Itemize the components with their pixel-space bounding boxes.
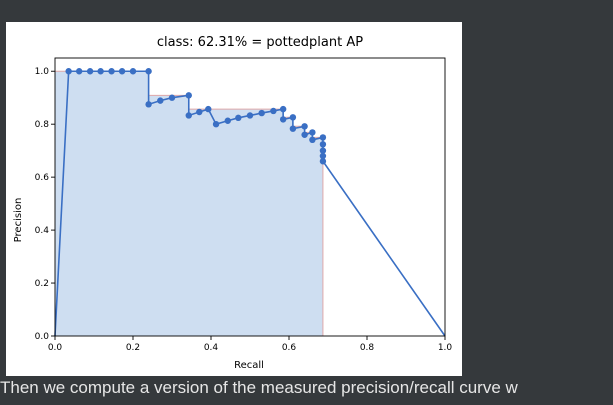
pr-curve-point xyxy=(301,131,308,138)
curve-layer xyxy=(54,68,446,337)
pr-curve-point xyxy=(129,68,137,75)
pr-curve-point xyxy=(319,147,327,154)
pr-curve-point xyxy=(279,105,287,113)
y-tick-label: 0.4 xyxy=(35,226,50,236)
pr-curve-point xyxy=(196,108,203,116)
pr-curve-point xyxy=(145,68,152,75)
pr-curve-point xyxy=(289,114,297,121)
ap-area-fill xyxy=(55,71,323,336)
x-tick-label: 0.6 xyxy=(282,343,297,353)
pr-curve-point xyxy=(145,101,152,108)
pr-curve-point xyxy=(289,125,297,132)
y-axis-label: Precision xyxy=(13,198,24,243)
pr-chart-figure: class: 62.31% = pottedplant AP 0.0 0.2 0.4… xyxy=(6,22,462,376)
pr-curve-point xyxy=(157,97,164,104)
pr-curve-point xyxy=(75,68,83,75)
pr-curve-point xyxy=(97,68,104,75)
pr-curve-point xyxy=(118,68,126,75)
pr-curve-point xyxy=(279,116,287,123)
axes-layer: 0.0 0.2 0.4 0.6 0.8 1.0 0.0 0.2 0.4 0.6 0.8 1.0 xyxy=(35,57,453,353)
pr-curve-point xyxy=(185,112,192,119)
axes-frame xyxy=(54,57,446,337)
pr-curve-point xyxy=(65,68,72,75)
x-tick-label: 0.2 xyxy=(126,343,140,353)
x-tick-label: 1.0 xyxy=(438,343,453,353)
pr-curve-point xyxy=(319,134,327,141)
chart-title: class: 62.31% = pottedplant AP xyxy=(157,35,363,50)
pr-curve-point xyxy=(205,105,212,113)
pr-curve-point xyxy=(224,117,231,124)
x-tick-label: 0.0 xyxy=(48,343,63,353)
y-tick-label: 1.0 xyxy=(35,67,50,77)
pr-curve-point xyxy=(212,120,220,128)
pr-curve-point xyxy=(319,141,327,148)
pr-curve-point xyxy=(86,68,94,75)
x-tick-label: 0.8 xyxy=(360,343,375,353)
pr-curve-point xyxy=(168,94,176,101)
pr-curve-point xyxy=(319,158,327,165)
pr-curve-point xyxy=(258,109,265,117)
y-tick-label: 0.0 xyxy=(35,332,50,342)
x-tick-label: 0.4 xyxy=(204,343,219,353)
pr-curve-point xyxy=(301,123,308,130)
x-axis-label: Recall xyxy=(234,360,264,371)
pr-curve-point xyxy=(309,136,316,144)
pr-curve-point xyxy=(270,107,277,115)
pr-curve-point xyxy=(185,92,192,99)
pr-chart: class: 62.31% = pottedplant AP 0.0 0.2 0.4… xyxy=(13,35,453,371)
y-tick-label: 0.8 xyxy=(35,120,50,130)
y-tick-label: 0.6 xyxy=(35,173,50,183)
pr-curve-point xyxy=(319,152,327,160)
y-tick-label: 0.2 xyxy=(35,279,49,289)
pr-curve-point xyxy=(246,112,254,119)
pr-curve-point xyxy=(235,114,242,122)
caption-text: Then we compute a version of the measure… xyxy=(0,378,518,397)
pr-curve-point xyxy=(309,129,316,136)
pr-curve-point xyxy=(108,68,115,75)
